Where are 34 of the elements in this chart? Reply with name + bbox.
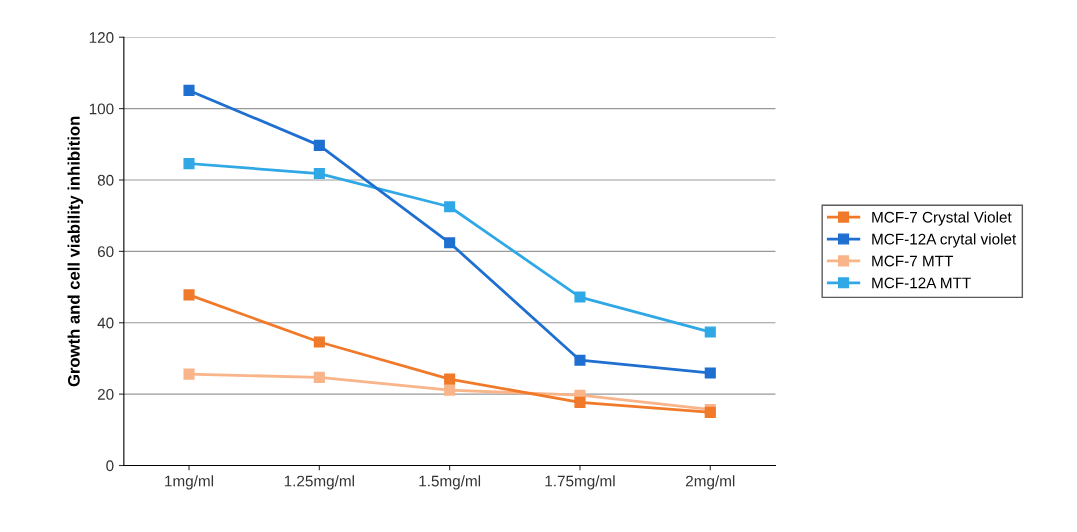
point [183,84,195,96]
point [313,139,325,151]
x-tick-label: 1.75mg/ml [545,475,615,490]
point [444,201,456,213]
point [444,237,456,249]
y-axis-title: Growth and cell viability inhibition [67,116,84,387]
point [183,158,195,170]
x-tick-label: 1.25mg/ml [284,475,354,490]
legend-label: MCF-12A MTT [872,277,971,289]
point [704,367,716,379]
y-tick-label: 40 [97,317,114,329]
point [183,289,195,301]
y-tick-label: 20 [97,388,114,400]
x-tick-label: 1mg/ml [165,475,214,490]
legend-label: MCF-7 Crystal Violet [872,211,1012,226]
x-tick-label: 2mg/ml [686,475,735,490]
point [444,384,456,396]
point [313,371,325,383]
y-tick-label: 120 [89,32,114,43]
y-tick-label: 80 [97,174,114,186]
point [313,336,325,348]
point [313,168,325,180]
point [574,354,586,366]
point [444,373,456,385]
point [574,396,586,408]
y-tick-label: 60 [97,246,114,258]
y-tick-label: 100 [89,103,114,115]
point [183,368,195,380]
point [704,326,716,338]
legend-label: MCF-12A crytal violet [872,233,1017,248]
legend-label: MCF-7 MTT [872,255,954,267]
y-tick-label: 0 [106,460,114,472]
point [574,291,586,303]
x-tick-label: 1.5mg/ml [419,475,481,490]
